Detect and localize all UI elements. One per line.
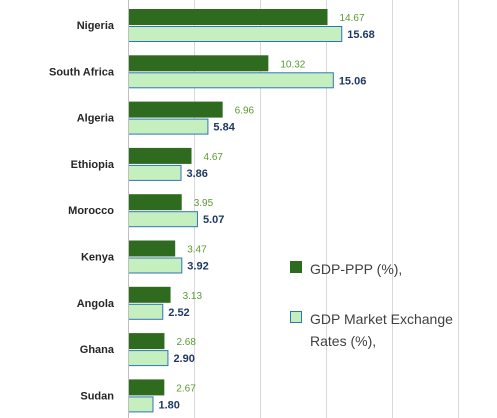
- data-label-gdp-mer: 2.52: [168, 307, 189, 319]
- data-label-gdp-ppp: 2.68: [176, 337, 196, 348]
- data-label-gdp-mer: 1.80: [158, 399, 179, 411]
- legend-label-gdp-ppp: GDP-PPP (%),: [310, 261, 403, 277]
- bar-gdp-mer: [128, 350, 169, 367]
- bar-gdp-mer: [128, 164, 182, 181]
- legend-swatch-gdp-ppp: [290, 261, 302, 273]
- legend-label-gdp-mer-line1: GDP Market Exchange: [310, 311, 453, 327]
- bar-gdp-mer: [128, 72, 334, 89]
- data-label-gdp-mer: 5.07: [203, 214, 224, 226]
- legend-item-gdp-ppp: GDP-PPP (%),: [290, 258, 402, 280]
- bar-gdp-mer: [128, 118, 209, 135]
- bar-gdp-mer: [128, 211, 198, 228]
- legend-label-gdp-mer: GDP Market Exchange Rates (%),: [310, 308, 453, 352]
- category-label: Angola: [77, 298, 115, 310]
- data-label-gdp-mer: 3.86: [186, 168, 207, 180]
- data-label-gdp-mer: 15.06: [339, 75, 367, 87]
- category-label: Ethiopia: [71, 159, 115, 171]
- category-label: Morocco: [68, 205, 114, 217]
- bar-gdp-mer: [128, 26, 343, 42]
- category-label: Kenya: [81, 252, 115, 264]
- category-label: Nigeria: [77, 20, 115, 32]
- data-label-gdp-ppp: 3.95: [194, 198, 214, 209]
- data-label-gdp-mer: 15.68: [347, 29, 375, 41]
- data-label-gdp-mer: 5.84: [213, 122, 235, 134]
- category-label: Algeria: [77, 113, 115, 125]
- data-label-gdp-ppp: 3.13: [183, 291, 203, 302]
- legend-label-gdp-mer-line2: Rates (%),: [310, 333, 377, 349]
- bar-gdp-ppp: [128, 333, 165, 350]
- bar-gdp-mer: [128, 396, 154, 413]
- bar-gdp-mer: [128, 303, 164, 320]
- data-label-gdp-ppp: 2.67: [176, 383, 196, 394]
- bar-gdp-ppp: [128, 147, 192, 164]
- data-label-gdp-ppp: 6.96: [235, 106, 255, 117]
- bar-gdp-ppp: [128, 55, 269, 72]
- category-label: Sudan: [80, 390, 114, 402]
- bar-gdp-ppp: [128, 9, 328, 25]
- legend-swatch-gdp-mer: [290, 311, 302, 323]
- data-label-gdp-ppp: 4.67: [204, 152, 224, 163]
- data-label-gdp-ppp: 3.47: [187, 245, 207, 256]
- data-label-gdp-mer: 2.90: [173, 353, 194, 365]
- data-label-gdp-ppp: 14.67: [340, 13, 365, 24]
- bar-gdp-ppp: [128, 240, 176, 257]
- legend-item-gdp-mer: GDP Market Exchange Rates (%),: [290, 308, 453, 352]
- category-label: South Africa: [49, 66, 115, 78]
- category-label: Ghana: [80, 344, 115, 356]
- bar-gdp-ppp: [128, 379, 165, 396]
- bar-gdp-ppp: [128, 286, 171, 303]
- bar-gdp-ppp: [128, 101, 223, 118]
- data-label-gdp-mer: 3.92: [187, 261, 208, 273]
- bar-gdp-mer: [128, 257, 183, 274]
- data-label-gdp-ppp: 10.32: [280, 59, 305, 70]
- bar-gdp-ppp: [128, 194, 182, 211]
